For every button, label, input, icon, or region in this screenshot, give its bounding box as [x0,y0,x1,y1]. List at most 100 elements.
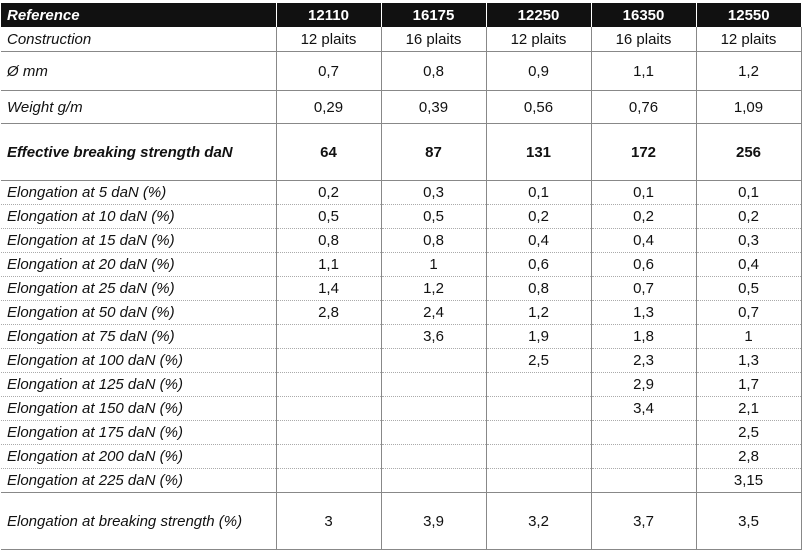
cell: 0,6 [486,252,592,277]
cell: 0,4 [486,228,592,253]
cell: 3,4 [591,396,697,421]
row-label: Elongation at 15 daN (%) [1,228,277,253]
row-label: Elongation at 200 daN (%) [1,444,277,469]
cell: 87 [381,123,487,181]
row-label: Elongation at 50 daN (%) [1,300,277,325]
elongation-row: Elongation at 175 daN (%) 2,5 [1,420,802,445]
cell: 0,8 [381,51,487,91]
row-label: Construction [1,27,277,52]
cell [381,444,487,469]
cell: 1,1 [591,51,697,91]
cell: 3 [276,492,382,550]
cell: 0,8 [381,228,487,253]
cell: 256 [696,123,802,181]
cell [381,468,487,493]
cell: 16 plaits [381,27,487,52]
cell [591,468,697,493]
cell: 3,6 [381,324,487,349]
ref-header: 12550 [696,3,801,27]
cell: 2,5 [486,348,592,373]
cell [486,420,592,445]
cell: 3,2 [486,492,592,550]
cell: 1,8 [591,324,697,349]
elongation-row: Elongation at 25 daN (%) 1,4 1,2 0,8 0,7… [1,276,802,301]
cell: 0,1 [591,180,697,205]
elongation-row: Elongation at 125 daN (%) 2,9 1,7 [1,372,802,397]
cell: 0,8 [486,276,592,301]
cell: 0,2 [486,204,592,229]
row-label: Effective breaking strength daN [1,123,277,181]
cell: 172 [591,123,697,181]
cell: 0,5 [696,276,802,301]
cell: 1,1 [276,252,382,277]
cell: 0,6 [591,252,697,277]
ref-header: 16175 [381,3,487,27]
ref-header: 12110 [276,3,382,27]
cell: 0,8 [276,228,382,253]
row-label: Elongation at 25 daN (%) [1,276,277,301]
elongation-row: Elongation at 10 daN (%) 0,5 0,5 0,2 0,2… [1,204,802,229]
cell: 0,3 [696,228,802,253]
cell: 0,2 [591,204,697,229]
cell: 0,9 [486,51,592,91]
cell: 3,15 [696,468,802,493]
cell: 1,7 [696,372,802,397]
cell: 16 plaits [591,27,697,52]
cell [381,348,487,373]
cell: 0,1 [696,180,802,205]
cell: 0,5 [381,204,487,229]
cell: 3,9 [381,492,487,550]
cell: 1,9 [486,324,592,349]
cell: 0,3 [381,180,487,205]
cell [381,420,487,445]
elongation-row: Elongation at 50 daN (%) 2,8 2,4 1,2 1,3… [1,300,802,325]
cell: 0,7 [696,300,802,325]
cell: 2,3 [591,348,697,373]
cell [381,372,487,397]
row-label: Elongation at 225 daN (%) [1,468,277,493]
cell [276,324,382,349]
elongation-row: Elongation at 75 daN (%) 3,6 1,9 1,8 1 [1,324,802,349]
cell: 0,4 [696,252,802,277]
cell [486,444,592,469]
cell: 12 plaits [696,27,802,52]
cell: 1 [696,324,802,349]
cell: 1,3 [591,300,697,325]
cell: 0,1 [486,180,592,205]
ref-header: 16350 [591,3,697,27]
weight-row: Weight g/m 0,29 0,39 0,56 0,76 1,09 [1,90,802,124]
breaking-strength-row: Effective breaking strength daN 64 87 13… [1,123,802,181]
cell [276,444,382,469]
row-label: Elongation at 150 daN (%) [1,396,277,421]
cell: 2,4 [381,300,487,325]
cell: 0,7 [276,51,382,91]
row-label: Elongation at 10 daN (%) [1,204,277,229]
cell [276,396,382,421]
cell: 2,8 [276,300,382,325]
row-label: Weight g/m [1,90,277,124]
cell: 0,76 [591,90,697,124]
cell: 2,1 [696,396,802,421]
ref-header: 12250 [486,3,592,27]
elongation-row: Elongation at 225 daN (%) 3,15 [1,468,802,493]
cell: 0,39 [381,90,487,124]
cell: 0,7 [591,276,697,301]
cell [591,444,697,469]
cell: 131 [486,123,592,181]
spec-table: Reference 12110 16175 12250 16350 12550 … [1,3,802,550]
cell: 2,5 [696,420,802,445]
cell: 12 plaits [486,27,592,52]
header-label: Reference [1,3,277,27]
cell: 12 plaits [276,27,382,52]
elongation-row: Elongation at 15 daN (%) 0,8 0,8 0,4 0,4… [1,228,802,253]
cell: 1,2 [696,51,802,91]
cell [276,372,382,397]
cell [486,372,592,397]
cell: 0,2 [696,204,802,229]
cell: 1,09 [696,90,802,124]
cell: 0,5 [276,204,382,229]
diameter-row: Ø mm 0,7 0,8 0,9 1,1 1,2 [1,51,802,91]
cell [276,468,382,493]
cell: 0,2 [276,180,382,205]
cell: 3,7 [591,492,697,550]
